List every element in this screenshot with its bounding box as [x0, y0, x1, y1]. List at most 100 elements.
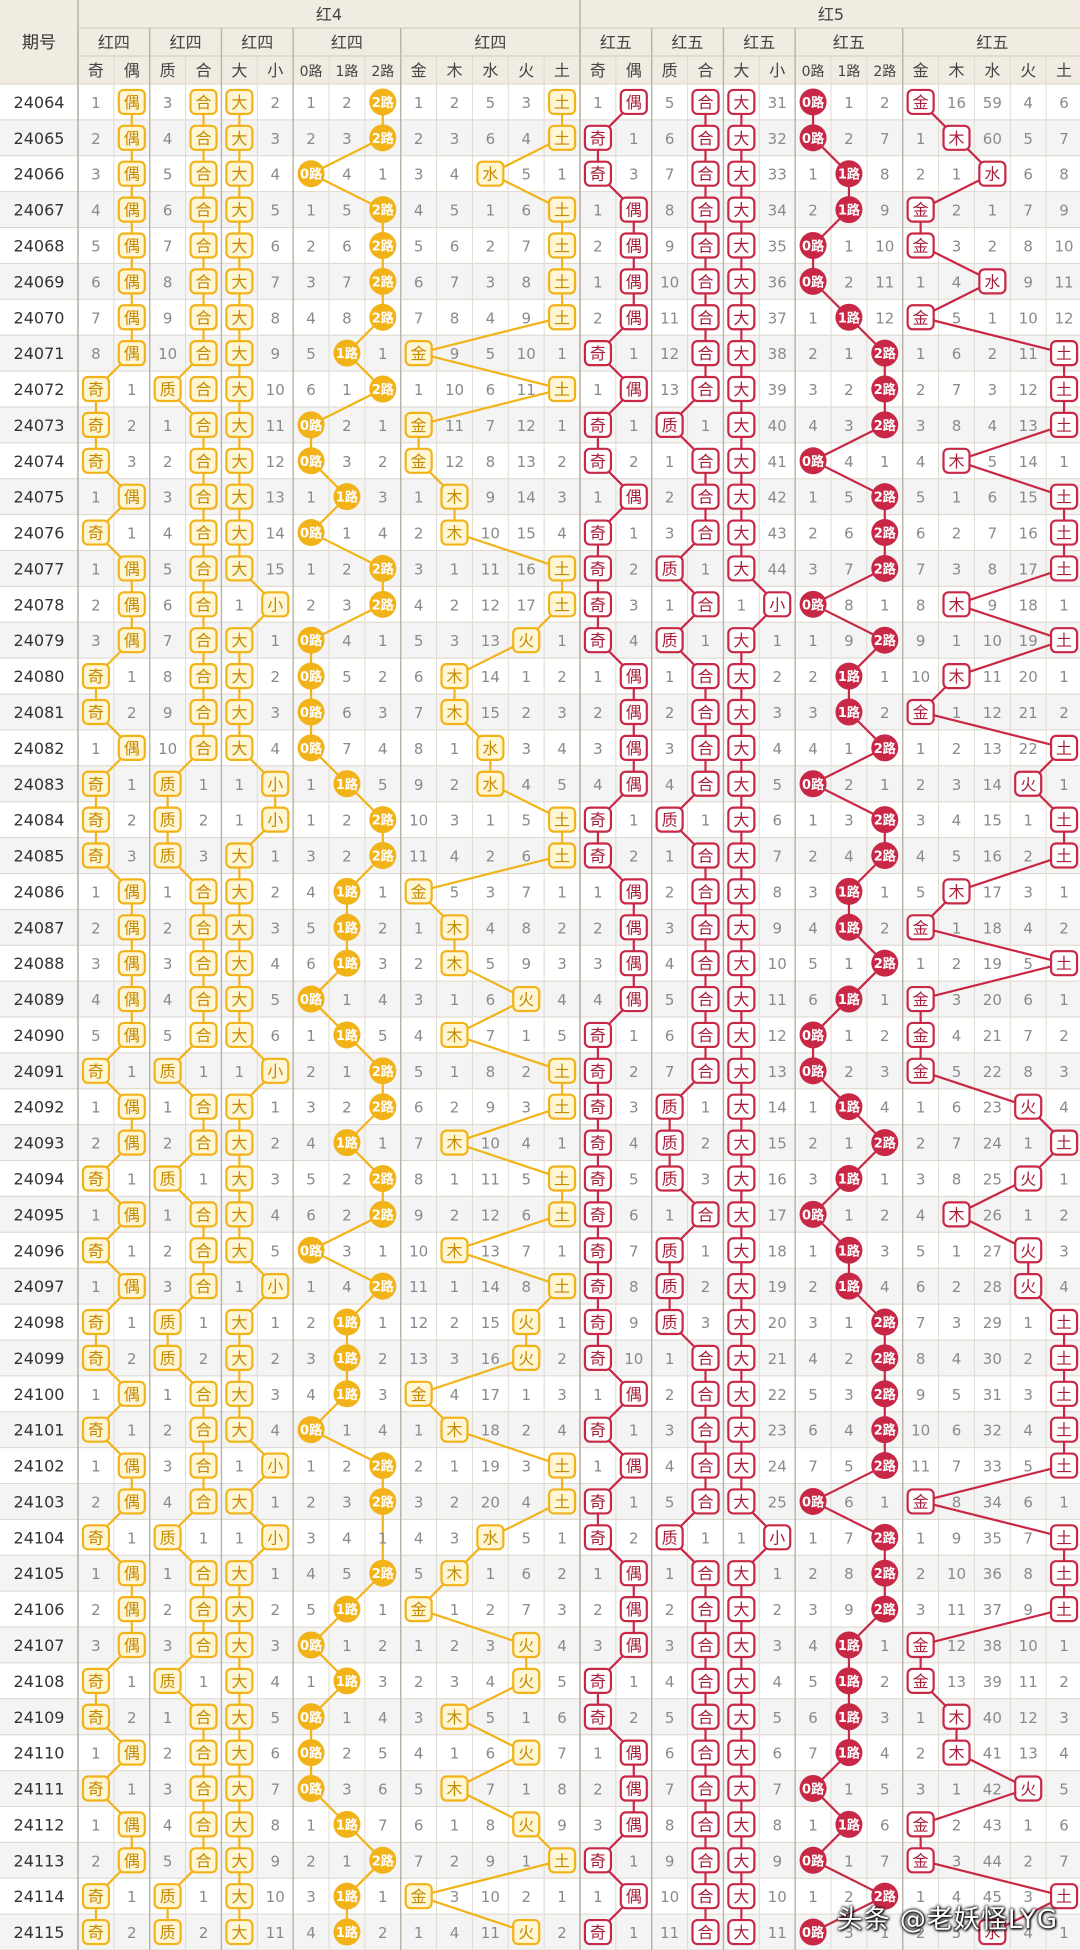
hit-label: 合 — [195, 416, 211, 435]
hit-label: 火 — [518, 1636, 534, 1655]
hit-label: 奇 — [88, 1241, 104, 1260]
hit-marker — [691, 662, 720, 690]
miss-count: 7 — [665, 1781, 675, 1799]
miss-count: 14 — [481, 1278, 500, 1296]
miss-count: 4 — [450, 1386, 460, 1404]
miss-count: 10 — [660, 273, 679, 291]
miss-count: 3 — [772, 704, 782, 722]
miss-count: 3 — [880, 1242, 890, 1260]
miss-count: 1 — [91, 560, 101, 578]
miss-count: 3 — [342, 1781, 352, 1799]
miss-count: 2 — [450, 596, 460, 614]
hit-marker — [727, 447, 756, 474]
hit-label: 2路 — [874, 346, 897, 362]
hit-marker — [547, 375, 577, 403]
miss-count: 1 — [199, 1314, 209, 1332]
miss-count: 1 — [306, 94, 316, 112]
hit-label: 合 — [697, 308, 713, 327]
miss-count: 8 — [414, 740, 424, 758]
trend-line — [238, 101, 277, 1933]
miss-count: 3 — [163, 489, 173, 507]
hit-label: 奇 — [590, 1205, 606, 1224]
issue-id: 24089 — [14, 990, 65, 1009]
hit-label: 土 — [554, 847, 570, 866]
hit-label: 奇 — [590, 1241, 606, 1260]
miss-count: 14 — [481, 668, 500, 686]
table-row-bg — [0, 1770, 1080, 1807]
miss-count: 12 — [517, 417, 536, 435]
hit-marker — [1049, 950, 1079, 977]
hit-label: 大 — [231, 1169, 247, 1188]
miss-count: 4 — [880, 1099, 890, 1117]
miss-count: 2 — [952, 1278, 962, 1296]
hit-marker — [297, 447, 325, 475]
miss-count: 3 — [1059, 1063, 1069, 1081]
miss-count: 4 — [557, 1637, 567, 1655]
hit-label: 1路 — [336, 1315, 359, 1331]
miss-count: 2 — [91, 1852, 101, 1870]
miss-count: 12 — [660, 345, 679, 363]
miss-count: 1 — [916, 345, 926, 363]
miss-count: 7 — [1023, 1529, 1033, 1547]
hit-marker — [333, 913, 361, 941]
miss-count: 2 — [270, 883, 280, 901]
miss-count: 1 — [1059, 1493, 1069, 1511]
hit-label: 木 — [446, 524, 462, 543]
column-header: 偶 — [124, 61, 140, 80]
miss-count: 2 — [91, 130, 101, 148]
miss-count: 1 — [378, 345, 388, 363]
hit-marker — [942, 447, 971, 474]
hit-label: 大 — [231, 559, 247, 578]
miss-count: 5 — [952, 848, 962, 866]
miss-count: 8 — [270, 309, 280, 327]
miss-count: 4 — [450, 166, 460, 184]
miss-count: 10 — [660, 1888, 679, 1906]
hit-label: 大 — [733, 1636, 749, 1655]
miss-count: 5 — [916, 1242, 926, 1260]
miss-count: 3 — [342, 1493, 352, 1511]
hit-marker — [1049, 734, 1079, 761]
miss-count: 9 — [988, 596, 998, 614]
subgroup-header: 红五 — [833, 33, 865, 52]
miss-count: 9 — [952, 1529, 962, 1547]
hit-label: 金 — [913, 1492, 929, 1511]
hit-label: 偶 — [124, 918, 140, 937]
issue-id: 24114 — [14, 1887, 65, 1906]
miss-count: 5 — [952, 1386, 962, 1404]
hit-label: 大 — [231, 1313, 247, 1332]
hit-label: 大 — [733, 1313, 749, 1332]
hit-label: 金 — [411, 1600, 427, 1619]
hit-marker — [727, 842, 756, 869]
hit-label: 0路 — [802, 1207, 825, 1223]
hit-label: 偶 — [124, 1636, 140, 1655]
hit-label: 合 — [195, 344, 211, 363]
miss-count: 2 — [808, 668, 818, 686]
hit-marker — [547, 555, 577, 582]
hit-marker — [583, 591, 613, 618]
miss-count: 10 — [768, 955, 787, 973]
hit-marker — [727, 734, 756, 761]
miss-count: 4 — [270, 1206, 280, 1224]
miss-count: 3 — [952, 237, 962, 255]
hit-label: 合 — [195, 380, 211, 399]
hit-label: 2路 — [372, 274, 395, 290]
column-header: 木 — [446, 61, 462, 80]
hit-label: 1路 — [838, 1817, 861, 1833]
miss-count: 7 — [414, 1852, 424, 1870]
miss-count: 1 — [91, 489, 101, 507]
hit-marker — [906, 196, 935, 223]
hit-label: 大 — [231, 918, 247, 937]
hit-label: 大 — [231, 1815, 247, 1834]
hit-marker — [81, 411, 111, 439]
hit-label: 1路 — [838, 1171, 861, 1187]
miss-count: 4 — [844, 1422, 854, 1440]
miss-count: 21 — [768, 1350, 787, 1368]
hit-marker — [189, 447, 218, 474]
hit-label: 奇 — [590, 1492, 606, 1511]
miss-count: 4 — [414, 1027, 424, 1045]
hit-label: 火 — [1020, 1169, 1036, 1188]
miss-count: 2 — [342, 848, 352, 866]
hit-label: 合 — [195, 1385, 211, 1404]
hit-label: 奇 — [88, 1528, 104, 1547]
miss-count: 1 — [91, 883, 101, 901]
